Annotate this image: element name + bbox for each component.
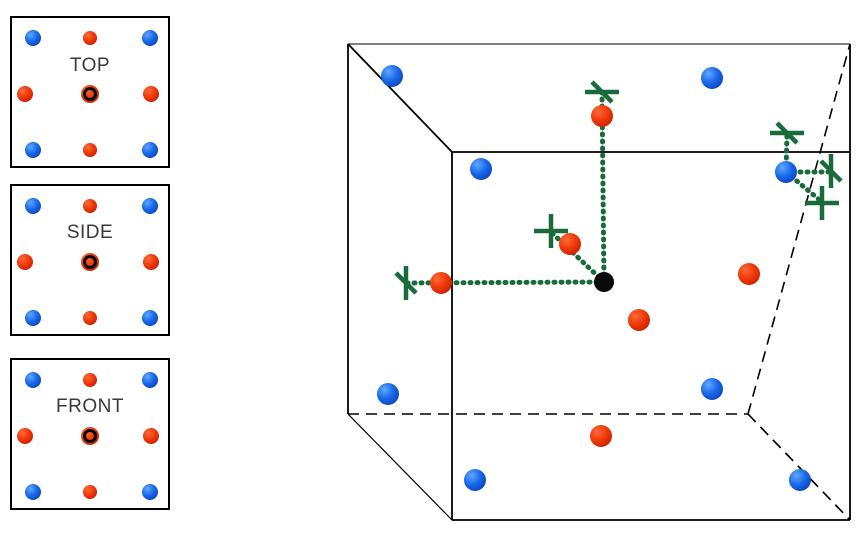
origin-marker-ring <box>83 429 97 443</box>
projection-atom-blue <box>25 372 41 388</box>
projection-atom-blue <box>142 142 158 158</box>
projection-atom-red <box>17 428 33 444</box>
tick-stroke <box>590 80 614 104</box>
black-atom-center <box>594 272 614 292</box>
red-atom-lower-right <box>628 309 650 331</box>
tick-corner-up <box>770 121 804 145</box>
blue-corner-front-bottom-left <box>464 469 486 491</box>
projection-atom-red <box>143 428 159 444</box>
projection-atom-blue <box>142 484 158 500</box>
origin-marker-ring <box>83 255 97 269</box>
projection-atom-red <box>83 373 97 387</box>
blue-corner-front-top-left <box>470 158 492 180</box>
tick-stroke <box>394 271 418 295</box>
cell-edge-dashed <box>747 413 851 521</box>
red-atom-upper-bond <box>559 233 581 255</box>
projection-atom-red <box>83 485 97 499</box>
red-atom-right-edge <box>738 263 760 285</box>
origin-marker-ring <box>83 87 97 101</box>
tick-corner-lower <box>805 186 839 220</box>
blue-corner-back-bottom-left <box>377 383 399 405</box>
projection-atom-blue <box>25 310 41 326</box>
tick-stroke <box>819 159 843 183</box>
blue-corner-front-bottom-right <box>789 469 811 491</box>
top-panel-label: TOP <box>69 55 111 76</box>
projection-atom-blue <box>25 30 41 46</box>
red-atom-bottom-face <box>590 425 612 447</box>
tick-top-axis <box>585 80 619 104</box>
tick-stroke <box>775 121 799 145</box>
projection-atom-blue <box>142 310 158 326</box>
projection-atom-red <box>83 143 97 157</box>
projection-atom-blue <box>25 198 41 214</box>
cell-edge-thin <box>347 413 453 521</box>
red-atom-left-axis <box>430 272 452 294</box>
side-panel-label: SIDE <box>66 222 114 243</box>
blue-corner-back-top-left <box>381 65 403 87</box>
projection-atom-red <box>17 86 33 102</box>
tick-upper-left-axis <box>534 214 568 248</box>
projection-atom-blue <box>25 142 41 158</box>
bond-center-to-left <box>403 279 607 286</box>
front-panel-label: FRONT <box>56 396 124 417</box>
projection-atom-red <box>83 311 97 325</box>
projection-atom-blue <box>25 484 41 500</box>
red-atom-top-axis <box>591 105 613 127</box>
projection-atom-red <box>17 254 33 270</box>
tick-corner-right <box>819 154 843 188</box>
projection-atom-red <box>83 199 97 213</box>
cell-edge-solid <box>347 43 453 153</box>
tick-left-axis <box>394 266 418 300</box>
blue-corner-back-bottom-right <box>701 378 723 400</box>
projection-atom-blue <box>142 198 158 214</box>
projection-atom-blue <box>142 30 158 46</box>
projection-atom-red <box>83 31 97 45</box>
projection-atom-red <box>143 254 159 270</box>
projection-atom-red <box>143 86 159 102</box>
blue-corner-back-top-right <box>701 67 723 89</box>
cell-edge-dashed <box>747 43 851 415</box>
blue-corner-front-top-right <box>775 161 797 183</box>
projection-atom-blue <box>142 372 158 388</box>
